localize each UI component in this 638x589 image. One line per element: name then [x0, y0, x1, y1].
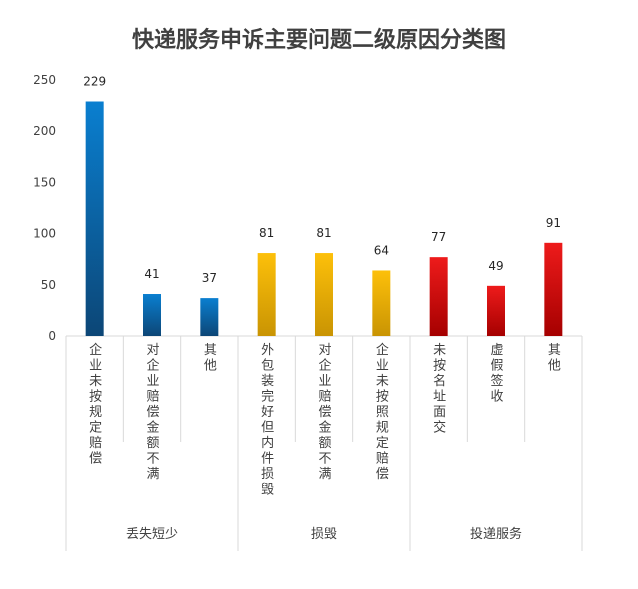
category-label: 企业未按规定赔偿: [89, 342, 102, 467]
chart-title: 快递服务申诉主要问题二级原因分类图: [131, 27, 506, 53]
bar: [487, 285, 505, 336]
data-label: 77: [431, 230, 446, 244]
y-tick-label: 100: [33, 227, 56, 241]
bar: [372, 270, 391, 336]
category-label: 虚假签收: [490, 343, 503, 405]
data-label: 229: [83, 75, 106, 89]
bar: [315, 253, 333, 336]
bar: [544, 242, 563, 336]
y-tick-label: 0: [48, 329, 56, 343]
data-label: 37: [202, 271, 217, 285]
bar: [429, 257, 448, 336]
data-label: 64: [374, 243, 389, 257]
y-tick-label: 250: [33, 73, 56, 87]
y-tick-label: 200: [33, 124, 56, 138]
y-tick-label: 150: [33, 175, 56, 189]
group-label: 损毁: [311, 527, 337, 542]
data-label: 49: [488, 259, 503, 273]
bar: [85, 101, 104, 336]
bar: [143, 294, 161, 336]
category-label: 未按名址面交: [433, 343, 446, 436]
category-label: 外包装完好但内件损毁: [261, 343, 274, 498]
category-label: 企业未按照规定赔偿: [376, 342, 389, 482]
y-tick-label: 50: [41, 278, 56, 292]
group-label: 投递服务: [470, 526, 522, 542]
bar: [200, 298, 219, 336]
group-label: 丢失短少: [126, 527, 178, 542]
label-layer: 229 企业未按规定赔偿 41 对企业赔偿金额不满 37 其他 81 外包装完好但内件损毁 81…: [83, 75, 561, 542]
category-label: 其他: [204, 343, 217, 374]
data-label: 91: [546, 216, 561, 230]
data-label: 81: [316, 226, 331, 240]
bar-layer: [85, 101, 563, 336]
category-label: 对企业赔偿金额不满: [146, 343, 159, 482]
data-label: 81: [259, 226, 274, 240]
category-label: 对企业赔偿金额不满: [318, 343, 331, 482]
data-label: 41: [144, 267, 159, 281]
category-label: 其他: [548, 343, 561, 374]
bar: [257, 253, 276, 336]
